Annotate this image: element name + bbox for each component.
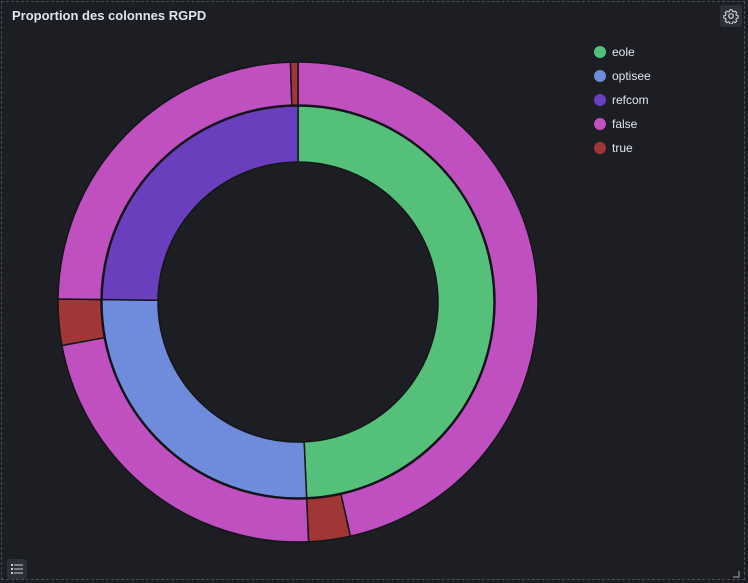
settings-button[interactable] [720,5,742,27]
outer-slice-true-3[interactable] [57,298,106,347]
legend: eole optisee refcom false true [594,40,651,160]
legend-label: true [612,141,633,155]
outer-slice-true-5[interactable] [289,61,299,106]
legend-label: optisee [612,69,651,83]
outer-slice-false-0[interactable] [297,61,539,538]
resize-handle[interactable] [730,565,740,578]
legend-swatch [594,94,606,106]
legend-label: false [612,117,638,131]
legend-swatch [594,118,606,130]
gear-icon [723,9,739,24]
legend-swatch [594,46,606,58]
panel-title: Proportion des colonnes RGPD [12,8,207,23]
legend-item-eole[interactable]: eole [594,40,651,64]
resize-corner-icon [733,571,740,578]
legend-swatch [594,142,606,154]
legend-label: refcom [612,93,649,107]
legend-label: eole [612,45,635,59]
inner-slice-eole-0[interactable] [297,105,495,499]
list-icon [11,564,23,574]
legend-toggle-button[interactable] [7,559,27,579]
legend-swatch [594,70,606,82]
inner-slice-refcom-2[interactable] [101,105,299,302]
legend-item-refcom[interactable]: refcom [594,88,651,112]
legend-item-false[interactable]: false [594,112,651,136]
legend-item-optisee[interactable]: optisee [594,64,651,88]
legend-item-true[interactable]: true [594,136,651,160]
